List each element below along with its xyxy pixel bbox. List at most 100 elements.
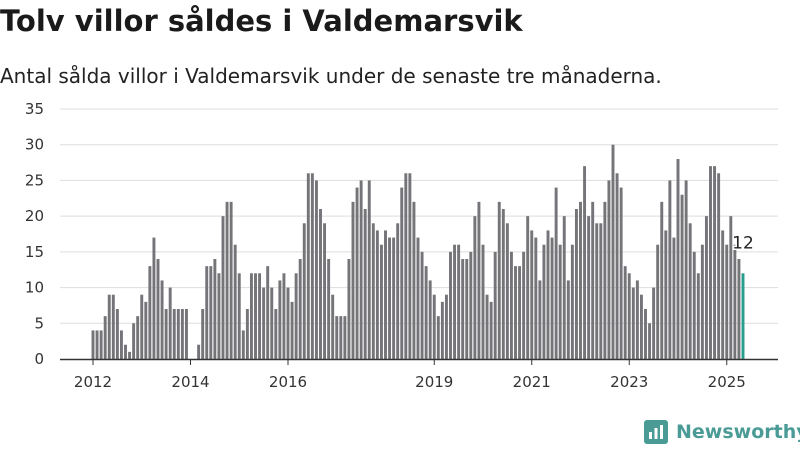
bar	[570, 244, 574, 359]
bar	[132, 323, 136, 359]
bar	[314, 180, 318, 359]
bar	[652, 287, 656, 359]
x-tick-label: 2014	[171, 373, 209, 391]
bar	[546, 230, 550, 359]
bar	[160, 280, 164, 359]
bar	[388, 237, 392, 359]
bar	[501, 209, 505, 359]
bar	[351, 201, 355, 359]
bar	[518, 266, 522, 359]
y-tick-label: 15	[25, 243, 44, 261]
bar	[262, 287, 266, 359]
bar	[103, 316, 107, 359]
bar	[444, 294, 448, 359]
bar	[558, 244, 562, 359]
bar	[205, 266, 209, 359]
bar	[615, 173, 619, 359]
bar	[733, 244, 737, 359]
bar	[635, 280, 639, 359]
bar	[306, 173, 310, 359]
bar	[424, 266, 428, 359]
y-tick-label: 20	[25, 207, 44, 225]
bar	[99, 330, 103, 359]
bar	[148, 266, 152, 359]
bar	[603, 201, 607, 359]
bar	[343, 316, 347, 359]
x-tick-label: 2025	[708, 373, 746, 391]
bar	[562, 216, 566, 359]
bar	[323, 223, 327, 359]
bar	[270, 287, 274, 359]
bar	[152, 237, 156, 359]
bar	[465, 259, 469, 359]
bar	[217, 273, 221, 359]
bar	[156, 259, 160, 359]
bar	[607, 180, 611, 359]
bar	[526, 216, 530, 359]
bar	[709, 166, 712, 359]
bar	[550, 237, 554, 359]
bar	[713, 166, 717, 359]
bar	[213, 259, 217, 359]
bar	[591, 201, 595, 359]
x-tick-label: 2023	[610, 373, 648, 391]
bar	[680, 194, 684, 359]
bar	[249, 273, 253, 359]
bar	[668, 180, 672, 359]
bar	[107, 294, 111, 359]
bar	[737, 259, 741, 359]
bar	[180, 309, 184, 359]
bar	[384, 230, 387, 359]
y-tick-label: 35	[25, 100, 44, 118]
newsworthy-logo: Newsworthy	[644, 420, 800, 444]
bar	[436, 316, 440, 359]
bar	[347, 259, 351, 359]
bar	[648, 323, 652, 359]
bar	[371, 223, 375, 359]
bar	[692, 251, 696, 359]
bar	[319, 209, 322, 359]
bar	[229, 201, 233, 359]
bar	[522, 251, 526, 359]
bar	[611, 144, 615, 359]
bar	[469, 251, 473, 359]
bar	[221, 216, 225, 359]
bar	[136, 316, 140, 359]
y-tick-label: 5	[34, 314, 44, 332]
bar	[497, 201, 501, 359]
bar	[420, 251, 424, 359]
bar	[111, 294, 115, 359]
bar	[493, 251, 497, 359]
bar	[684, 180, 688, 359]
bar	[245, 309, 249, 359]
bar	[700, 244, 704, 359]
bar	[172, 309, 176, 359]
bar	[440, 301, 444, 359]
bar	[416, 237, 420, 359]
bar	[664, 230, 668, 359]
y-tick-label: 0	[34, 350, 44, 368]
bar	[428, 280, 432, 359]
bar	[534, 237, 538, 359]
bar	[619, 187, 623, 359]
bar	[375, 230, 379, 359]
bar	[367, 180, 371, 359]
bar	[91, 330, 95, 359]
y-tick-label: 10	[25, 279, 44, 297]
bar	[672, 237, 676, 359]
bar	[587, 216, 591, 359]
last-value-label: 12	[732, 233, 754, 253]
bar	[95, 330, 99, 359]
bar	[579, 201, 582, 359]
bar	[453, 244, 457, 359]
bar	[184, 309, 188, 359]
bar	[412, 201, 416, 359]
bar	[237, 273, 241, 359]
bar	[473, 216, 477, 359]
bar	[298, 259, 302, 359]
bar	[164, 309, 168, 359]
bar	[290, 301, 294, 359]
bar	[209, 266, 213, 359]
bar	[717, 173, 721, 359]
bar	[696, 273, 700, 359]
